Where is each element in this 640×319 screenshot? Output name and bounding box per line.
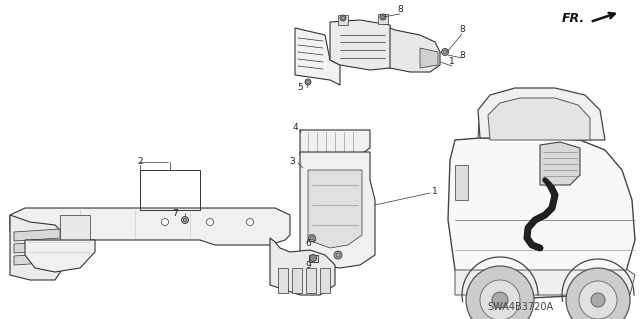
Circle shape (207, 219, 214, 226)
Circle shape (308, 234, 316, 241)
Text: FR.: FR. (562, 11, 585, 25)
Circle shape (480, 280, 520, 319)
Text: 4: 4 (292, 123, 298, 132)
Polygon shape (14, 253, 60, 265)
Polygon shape (540, 142, 580, 185)
Text: 1: 1 (432, 187, 438, 196)
Circle shape (334, 251, 342, 259)
Text: 5: 5 (297, 84, 303, 93)
Circle shape (492, 292, 508, 308)
Polygon shape (338, 15, 348, 25)
Polygon shape (306, 268, 316, 293)
Circle shape (246, 219, 253, 226)
Circle shape (340, 15, 346, 21)
Circle shape (579, 281, 617, 319)
Polygon shape (10, 215, 65, 280)
Polygon shape (25, 240, 95, 272)
Polygon shape (295, 28, 340, 85)
Circle shape (380, 14, 386, 20)
Polygon shape (330, 20, 395, 70)
Polygon shape (270, 238, 335, 295)
Polygon shape (14, 241, 60, 253)
Text: SWA4B3720A: SWA4B3720A (487, 302, 553, 312)
Text: 1: 1 (449, 57, 455, 66)
Polygon shape (14, 229, 60, 241)
Text: 9: 9 (305, 261, 311, 270)
Polygon shape (300, 130, 370, 155)
Circle shape (566, 268, 630, 319)
Text: 2: 2 (137, 158, 143, 167)
Polygon shape (455, 270, 635, 295)
Polygon shape (488, 98, 590, 140)
Text: 6: 6 (305, 239, 311, 248)
Polygon shape (320, 268, 330, 293)
Text: 8: 8 (397, 5, 403, 14)
Text: 8: 8 (459, 50, 465, 60)
Polygon shape (378, 14, 388, 24)
Text: 8: 8 (459, 26, 465, 34)
Polygon shape (455, 165, 468, 200)
Circle shape (591, 293, 605, 307)
Circle shape (466, 266, 534, 319)
Text: 3: 3 (289, 158, 295, 167)
Polygon shape (292, 268, 302, 293)
Polygon shape (420, 48, 438, 68)
Circle shape (305, 79, 311, 85)
Polygon shape (308, 170, 362, 248)
Polygon shape (60, 215, 90, 240)
Circle shape (310, 255, 317, 262)
Polygon shape (448, 138, 635, 298)
Polygon shape (300, 152, 375, 268)
Polygon shape (390, 28, 440, 72)
Circle shape (161, 219, 168, 226)
Polygon shape (278, 268, 288, 293)
Polygon shape (309, 255, 318, 262)
Text: 7: 7 (172, 209, 178, 218)
Polygon shape (478, 88, 605, 140)
Circle shape (442, 48, 449, 56)
Polygon shape (10, 208, 290, 245)
Circle shape (182, 217, 189, 224)
